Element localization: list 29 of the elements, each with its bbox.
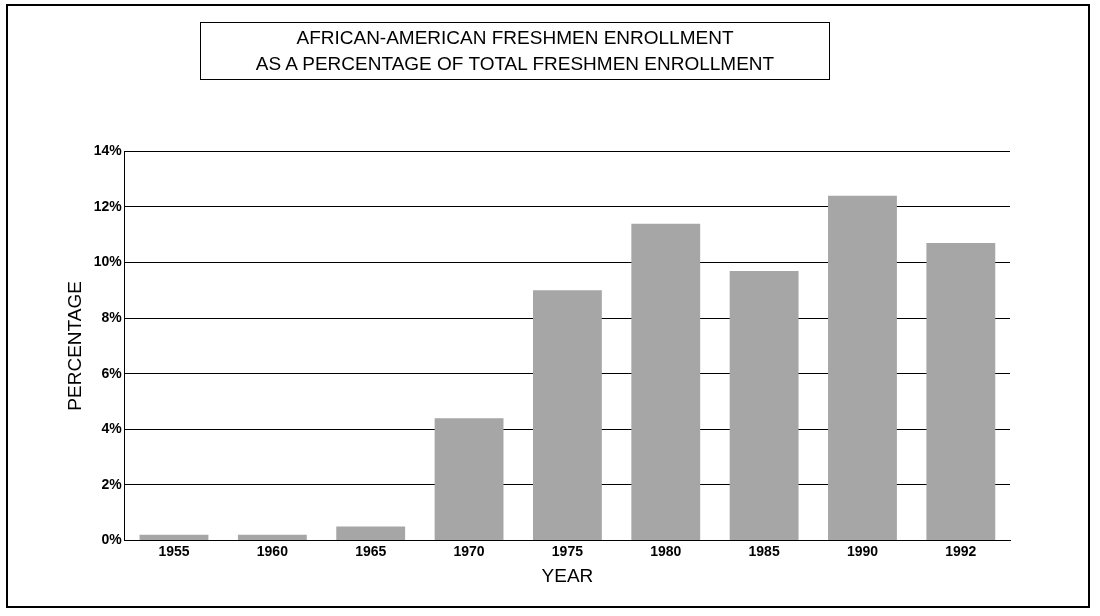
chart-title: AFRICAN-AMERICAN FRESHMEN ENROLLMENT AS A PERCENTAGE OF TOTAL FRESHMEN ENROLLMENT	[200, 22, 830, 80]
y-tick-label: 0%	[101, 531, 123, 548]
y-tick-label: 4%	[101, 420, 123, 437]
x-tick-label: 1990	[846, 542, 879, 559]
bar	[237, 534, 307, 540]
bar	[532, 290, 602, 540]
bar	[336, 526, 406, 540]
x-tick-label: 1980	[650, 542, 682, 559]
x-tick-label: 1960	[256, 542, 289, 559]
x-tick-label: 1965	[355, 542, 387, 559]
x-tick-label: 1955	[158, 542, 190, 559]
y-tick-label: 2%	[101, 475, 123, 492]
y-tick-label: 8%	[101, 308, 123, 325]
bar	[139, 534, 209, 540]
bar	[729, 270, 799, 540]
x-tick-label: 1975	[551, 542, 584, 559]
x-axis-title: YEAR	[541, 564, 594, 586]
y-tick-label: 12%	[93, 197, 123, 214]
bar	[926, 243, 996, 540]
x-tick-label: 1992	[945, 542, 977, 559]
y-tick-label: 6%	[101, 364, 123, 381]
bar	[828, 195, 897, 540]
x-tick-label: 1985	[748, 542, 780, 559]
y-axis-title: PERCENTAGE	[63, 281, 85, 411]
bar	[434, 418, 504, 540]
y-tick-label: 14%	[93, 142, 123, 159]
bar	[631, 223, 701, 540]
x-tick-label: 1970	[453, 542, 485, 559]
y-tick-label: 10%	[93, 253, 123, 270]
